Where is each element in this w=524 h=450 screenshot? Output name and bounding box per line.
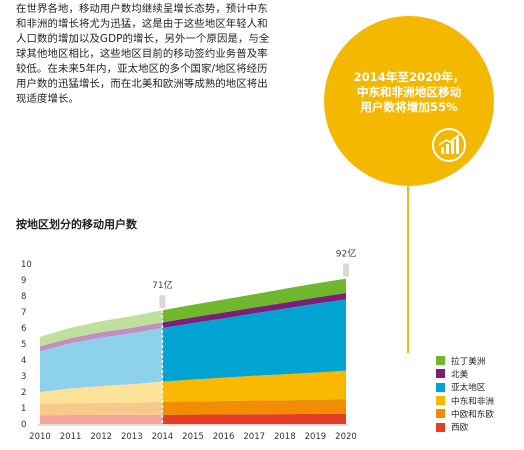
x-tick-label: 2011 bbox=[60, 432, 82, 442]
annotation-marker bbox=[343, 263, 349, 277]
intro-line: 现适度增长。 bbox=[16, 93, 79, 105]
legend-label: 西欧 bbox=[451, 423, 469, 434]
legend-item: 中欧和东欧 bbox=[436, 407, 524, 420]
y-tick-label: 9 bbox=[21, 276, 26, 286]
legend-swatch bbox=[436, 356, 445, 366]
y-tick-label: 2 bbox=[21, 388, 26, 398]
legend-label: 北美 bbox=[451, 369, 469, 380]
y-tick-label: 5 bbox=[21, 340, 26, 350]
area-layer-historical bbox=[40, 401, 163, 416]
y-tick-label: 1 bbox=[21, 404, 26, 414]
annotation-marker bbox=[159, 295, 166, 309]
growth-chart-icon bbox=[432, 128, 466, 162]
area-layer-historical bbox=[40, 310, 163, 347]
legend-label: 中欧和东欧 bbox=[451, 409, 494, 420]
legend-item: 西欧 bbox=[436, 420, 524, 433]
x-tick-label: 2018 bbox=[274, 432, 296, 442]
chart-title: 按地区划分的移动用户数 bbox=[16, 218, 137, 231]
y-tick-label: 4 bbox=[21, 356, 26, 366]
x-tick-label: 2014 bbox=[152, 432, 174, 442]
y-tick-label: 8 bbox=[21, 292, 26, 302]
area-layer-forecast bbox=[162, 299, 346, 382]
intro-line: 较低。在未来5年内，亚太地区的多个国家/地区将经历 bbox=[16, 63, 268, 75]
y-tick-label: 6 bbox=[21, 324, 26, 334]
chart-legend: 拉丁美洲北美亚太地区中东和非洲中欧和东欧西欧 bbox=[436, 354, 524, 434]
x-tick-label: 2019 bbox=[305, 432, 327, 442]
x-tick-label: 2015 bbox=[182, 432, 204, 442]
area-layer-forecast bbox=[162, 413, 346, 424]
callout-line: 2014年至2020年， bbox=[353, 70, 465, 84]
y-tick-label: 7 bbox=[21, 308, 26, 318]
x-tick-label: 2020 bbox=[335, 432, 357, 442]
y-tick-label: 0 bbox=[21, 420, 26, 430]
area-layer-historical bbox=[40, 322, 163, 352]
intro-line: 球其他地区相比，这些地区目前的移动签约业务普及率 bbox=[16, 48, 268, 60]
area-layer-forecast bbox=[162, 278, 346, 323]
area-layer-historical bbox=[40, 381, 163, 404]
legend-item: 亚太地区 bbox=[436, 381, 524, 394]
y-tick-label: 10 bbox=[21, 260, 32, 270]
legend-swatch bbox=[436, 369, 445, 379]
x-tick-label: 2017 bbox=[243, 432, 265, 442]
annotation-label: 92亿 bbox=[336, 248, 356, 260]
area-layer-historical bbox=[40, 414, 163, 424]
x-tick-label: 2012 bbox=[90, 432, 112, 442]
x-tick-label: 2010 bbox=[29, 432, 51, 442]
area-layer-forecast bbox=[162, 370, 346, 402]
legend-item: 拉丁美洲 bbox=[436, 354, 524, 367]
intro-line: 人口数的增加以及GDP的增长，另外一个原因是，与全 bbox=[16, 33, 270, 45]
legend-swatch bbox=[436, 396, 445, 406]
legend-item: 中东和非洲 bbox=[436, 394, 524, 407]
area-layer-forecast bbox=[162, 399, 346, 415]
annotation-label: 71亿 bbox=[152, 279, 172, 291]
legend-label: 亚太地区 bbox=[451, 383, 486, 394]
legend-label: 拉丁美洲 bbox=[451, 356, 486, 367]
callout-line: 用户数将增加55% bbox=[360, 100, 458, 114]
callout-text: 2014年至2020年， 中东和非洲地区移动 用户数将增加55% bbox=[334, 70, 484, 115]
legend-swatch bbox=[436, 422, 445, 432]
intro-line: 用户数的迅猛增长，而在北美和欧洲等成熟的地区将出 bbox=[16, 78, 268, 90]
intro-text: 在世界各地，移动用户数均继续呈增长态势，预计中东 和非洲的增长将尤为迅猛，这是由… bbox=[16, 2, 316, 107]
legend-swatch bbox=[436, 409, 445, 419]
legend-swatch bbox=[436, 382, 445, 392]
area-layer-forecast bbox=[162, 293, 346, 328]
callout-connector-line bbox=[407, 178, 409, 353]
area-layer-historical bbox=[40, 328, 163, 392]
intro-line: 和非洲的增长将尤为迅猛，这是由于这些地区年轻人和 bbox=[16, 18, 268, 30]
x-tick-label: 2013 bbox=[121, 432, 143, 442]
callout-line: 中东和非洲地区移动 bbox=[356, 85, 462, 99]
y-tick-label: 3 bbox=[21, 372, 26, 382]
callout-bubble: 2014年至2020年， 中东和非洲地区移动 用户数将增加55% bbox=[324, 16, 494, 186]
x-tick-label: 2016 bbox=[213, 432, 235, 442]
legend-item: 北美 bbox=[436, 367, 524, 380]
intro-line: 在世界各地，移动用户数均继续呈增长态势，预计中东 bbox=[16, 3, 268, 15]
legend-label: 中东和非洲 bbox=[451, 396, 494, 407]
